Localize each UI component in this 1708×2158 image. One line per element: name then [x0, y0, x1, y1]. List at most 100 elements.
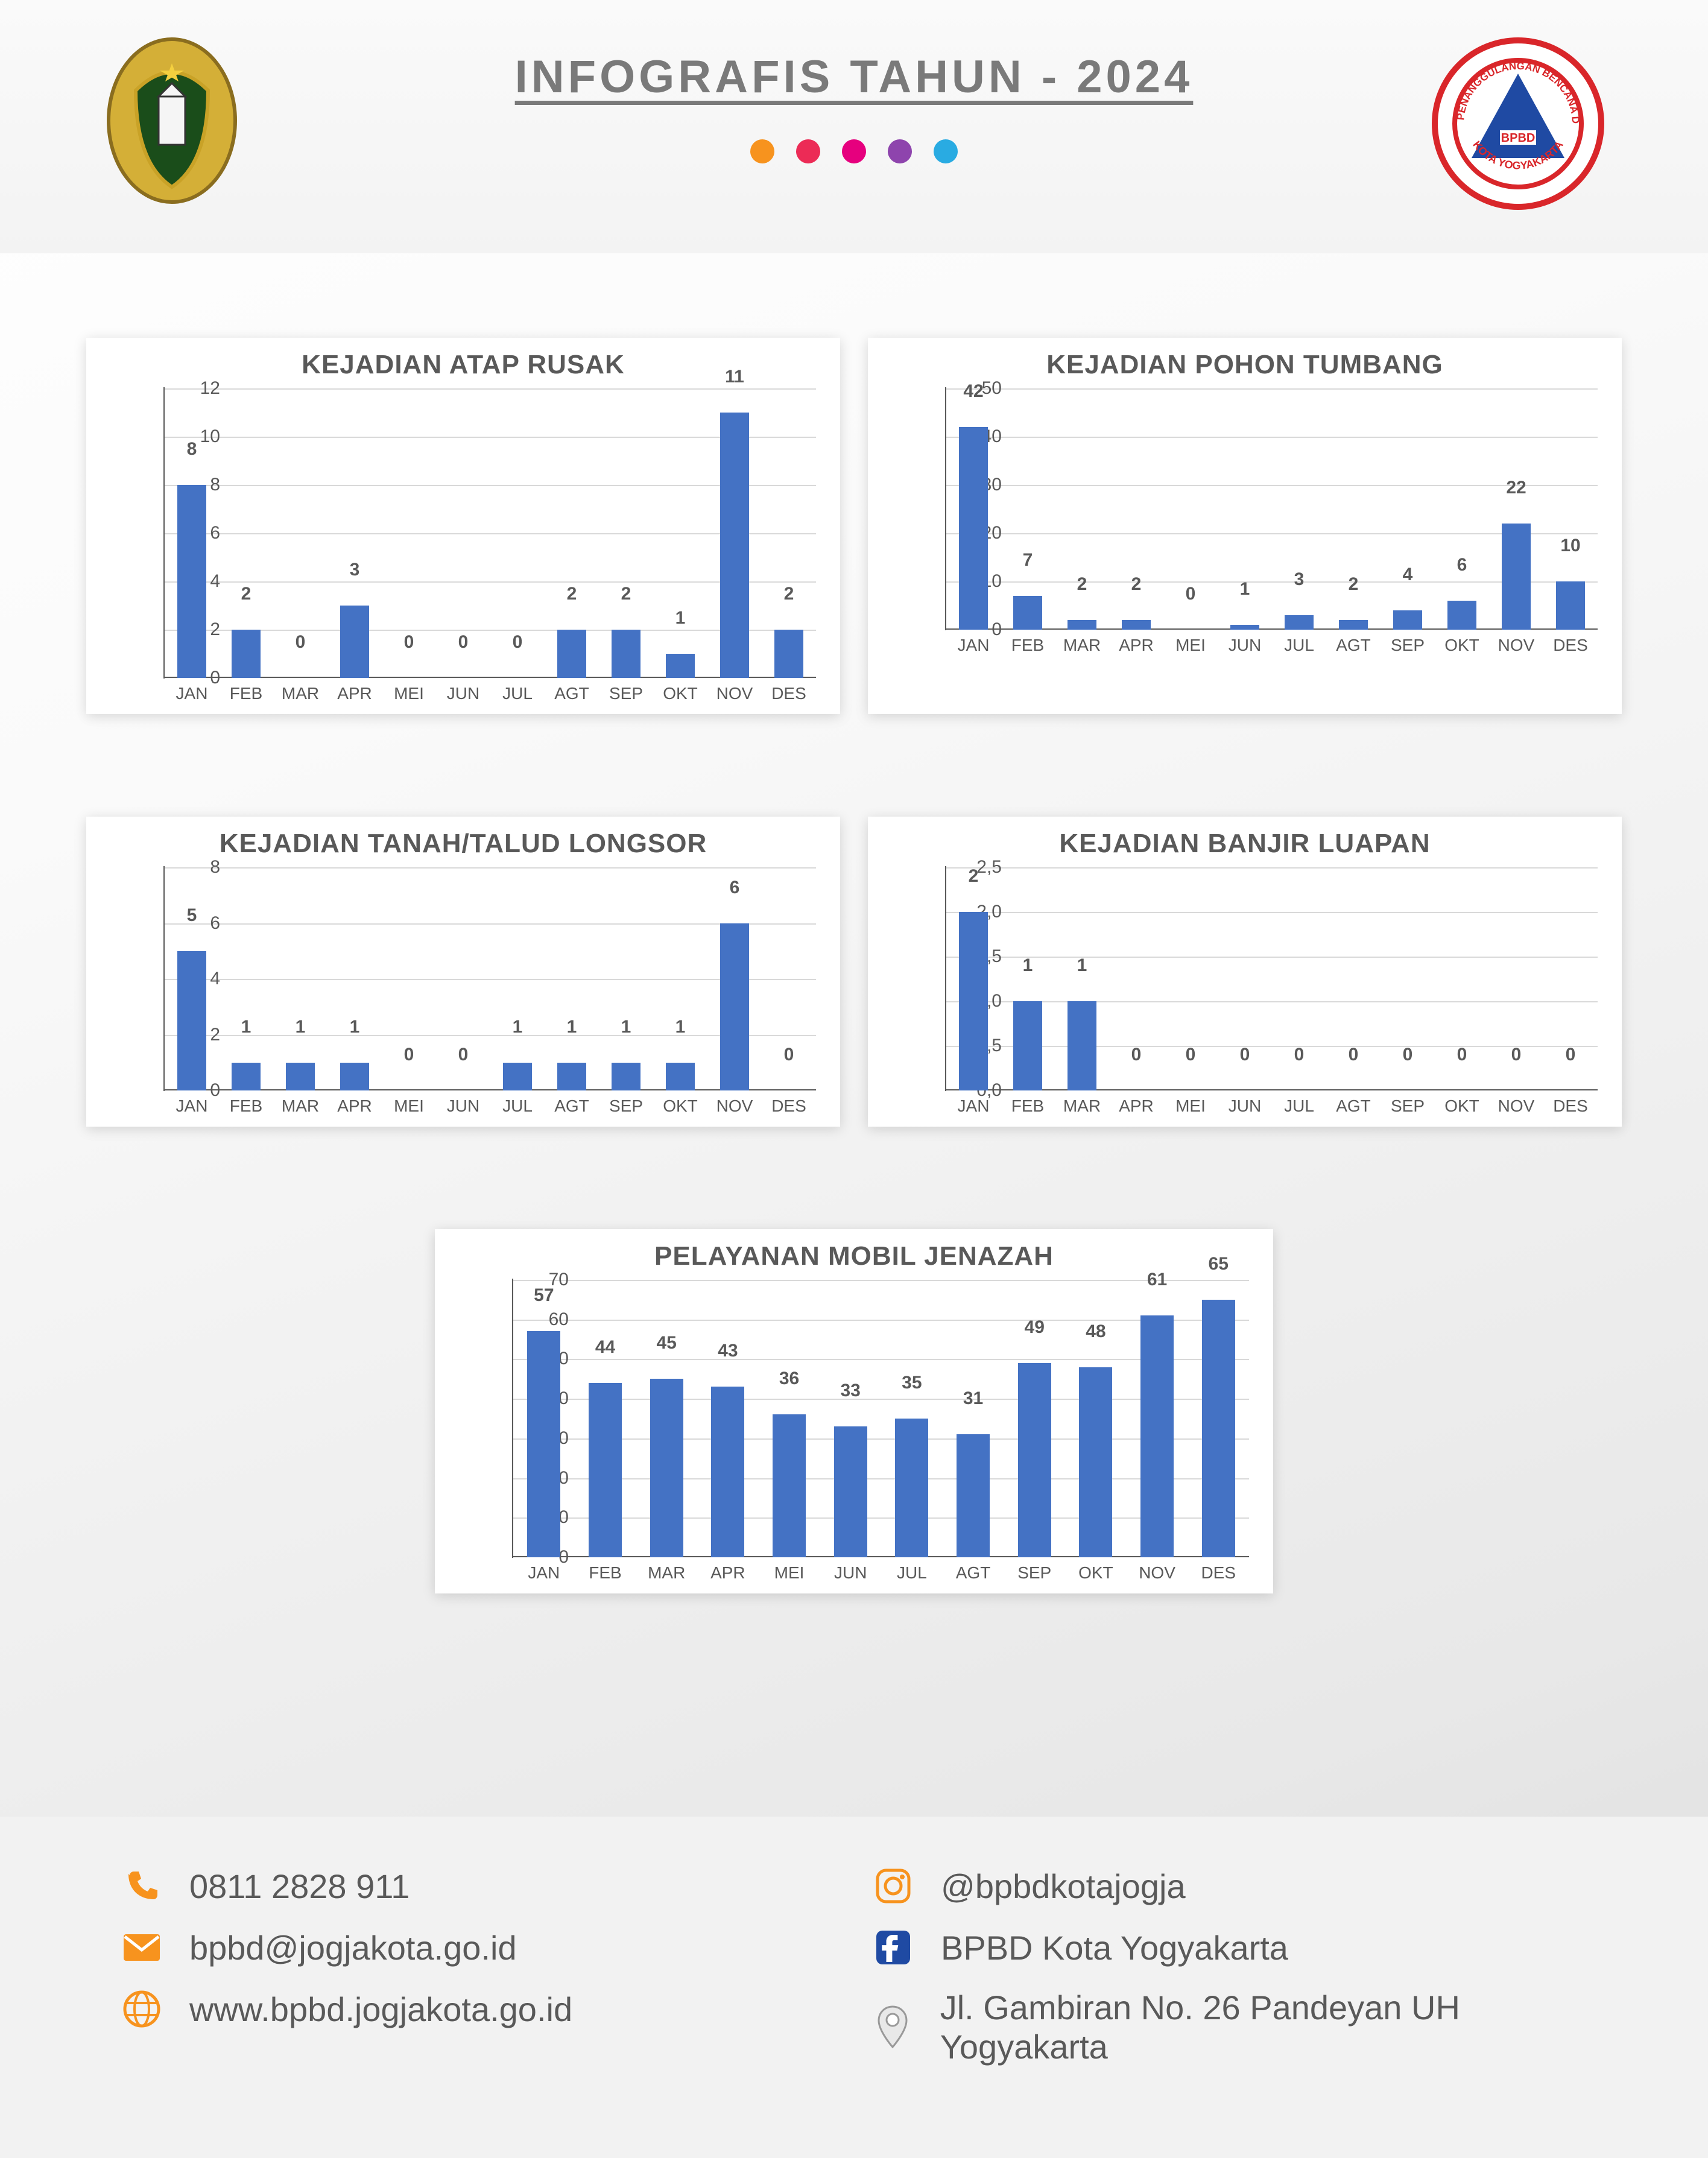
bar — [666, 1063, 695, 1090]
x-tick-label: JUN — [436, 680, 490, 708]
bar-column: 2 — [599, 388, 653, 678]
bar-column: 1 — [599, 867, 653, 1090]
chart-banjir-luapan: KEJADIAN BANJIR LUAPAN0,00,51,01,52,02,5… — [868, 817, 1622, 1127]
x-tick-label: SEP — [599, 1093, 653, 1121]
chart-plot: 0,00,51,01,52,02,5211000000000JANFEBMARA… — [886, 861, 1604, 1121]
bar-value-label: 1 — [241, 1017, 251, 1040]
bar-column: 2 — [1326, 388, 1381, 630]
bar-column: 43 — [697, 1280, 759, 1557]
bar-column: 57 — [513, 1280, 575, 1557]
x-tick-label: OKT — [1435, 632, 1489, 660]
decorative-dot — [796, 139, 820, 163]
bar — [232, 1063, 261, 1090]
x-tick-label: FEB — [1001, 632, 1055, 660]
bar-value-label: 35 — [902, 1373, 922, 1396]
bar-value-label: 1 — [567, 1017, 577, 1040]
chart-tanah-longsor: KEJADIAN TANAH/TALUD LONGSOR024685111001… — [86, 817, 840, 1127]
bar — [1068, 1001, 1097, 1090]
x-tick-label: APR — [327, 680, 382, 708]
bar-column: 0 — [1272, 867, 1326, 1090]
bar — [557, 1063, 587, 1090]
x-tick-label: APR — [327, 1093, 382, 1121]
x-tick-label: AGT — [545, 680, 599, 708]
bar-column: 61 — [1127, 1280, 1188, 1557]
bar-column: 22 — [1489, 388, 1543, 630]
bar-column: 1 — [653, 388, 707, 678]
contact-facebook: BPBD Kota Yogyakarta — [872, 1926, 1624, 1969]
x-tick-label: JAN — [946, 632, 1001, 660]
x-tick-label: JUN — [820, 1560, 881, 1587]
city-crest-logo — [103, 36, 241, 214]
bar-value-label: 1 — [350, 1017, 360, 1040]
bar-column: 8 — [165, 388, 219, 678]
contact-email-text: bpbd@jogjakota.go.id — [189, 1928, 517, 1967]
x-tick-label: MEI — [1163, 632, 1218, 660]
chart-plot: 0246810128203000221112JANFEBMARAPRMEIJUN… — [104, 382, 822, 708]
bar-value-label: 6 — [730, 878, 740, 900]
bar-value-label: 65 — [1209, 1254, 1229, 1277]
bar — [177, 485, 207, 678]
bar-value-label: 2 — [1077, 574, 1087, 597]
bar-column: 11 — [707, 388, 762, 678]
decorative-dot — [750, 139, 774, 163]
bar-column: 6 — [1435, 388, 1489, 630]
charts-area: KEJADIAN ATAP RUSAK024681012820300022111… — [0, 253, 1708, 1817]
x-tick-label: JAN — [513, 1560, 575, 1587]
bar-value-label: 0 — [1349, 1045, 1359, 1068]
x-tick-label: DES — [762, 680, 816, 708]
bar — [1068, 620, 1097, 630]
bar-value-label: 0 — [513, 632, 523, 655]
x-tick-label: MAR — [1055, 632, 1109, 660]
x-tick-label: MEI — [382, 1093, 436, 1121]
bar-value-label: 10 — [1560, 536, 1580, 558]
bar-value-label: 2 — [567, 584, 577, 607]
contact-address-text: Jl. Gambiran No. 26 Pandeyan UH Yogyakar… — [940, 1988, 1624, 2066]
bar-value-label: 5 — [187, 905, 197, 928]
bar — [1013, 596, 1043, 630]
bar-value-label: 0 — [784, 1045, 794, 1068]
bar-column: 0 — [762, 867, 816, 1090]
header: INFOGRAFIS TAHUN - 2024 BPBD BADAN PENAN… — [0, 0, 1708, 253]
bar-column: 2 — [219, 388, 273, 678]
x-tick-label: SEP — [1381, 632, 1435, 660]
bar — [1230, 625, 1260, 630]
bar — [1447, 601, 1477, 630]
bar-value-label: 1 — [1077, 955, 1087, 978]
chart-mobil-jenazah: PELAYANAN MOBIL JENAZAH01020304050607057… — [435, 1229, 1273, 1593]
x-tick-label: AGT — [1326, 1093, 1381, 1121]
x-tick-label: MAR — [1055, 1093, 1109, 1121]
bar-column: 0 — [1109, 867, 1163, 1090]
bar-column: 2 — [1055, 388, 1109, 630]
bar-column: 0 — [1489, 867, 1543, 1090]
bar — [720, 923, 750, 1091]
bar-column: 0 — [436, 867, 490, 1090]
x-tick-label: OKT — [1435, 1093, 1489, 1121]
x-tick-label: JUL — [1272, 1093, 1326, 1121]
bar-column: 0 — [1326, 867, 1381, 1090]
decorative-dot — [934, 139, 958, 163]
bar-value-label: 2 — [784, 584, 794, 607]
bar-column: 0 — [1163, 867, 1218, 1090]
bar — [527, 1331, 560, 1557]
bar-column: 7 — [1001, 388, 1055, 630]
bar — [612, 1063, 641, 1090]
bar-column: 1 — [1001, 867, 1055, 1090]
bar-column: 42 — [946, 388, 1001, 630]
bar-value-label: 43 — [718, 1341, 738, 1364]
bar — [650, 1379, 683, 1557]
chart-title: KEJADIAN ATAP RUSAK — [104, 350, 822, 380]
bpbd-logo: BPBD BADAN PENANGGULANGAN BENCANA DAERAH… — [1431, 36, 1605, 214]
bar-value-label: 1 — [513, 1017, 523, 1040]
x-tick-label: FEB — [1001, 1093, 1055, 1121]
chart-title: KEJADIAN TANAH/TALUD LONGSOR — [104, 829, 822, 859]
phone-icon — [121, 1865, 163, 1907]
chart-plot: 02468511100111160JANFEBMARAPRMEIJUNJULAG… — [104, 861, 822, 1121]
x-tick-label: NOV — [707, 1093, 762, 1121]
contact-email: bpbd@jogjakota.go.id — [121, 1926, 872, 1969]
bar-column: 49 — [1004, 1280, 1065, 1557]
x-tick-label: OKT — [653, 680, 707, 708]
bar — [503, 1063, 533, 1090]
x-tick-label: JUL — [881, 1560, 943, 1587]
bar — [711, 1387, 744, 1557]
bar-column: 44 — [575, 1280, 636, 1557]
